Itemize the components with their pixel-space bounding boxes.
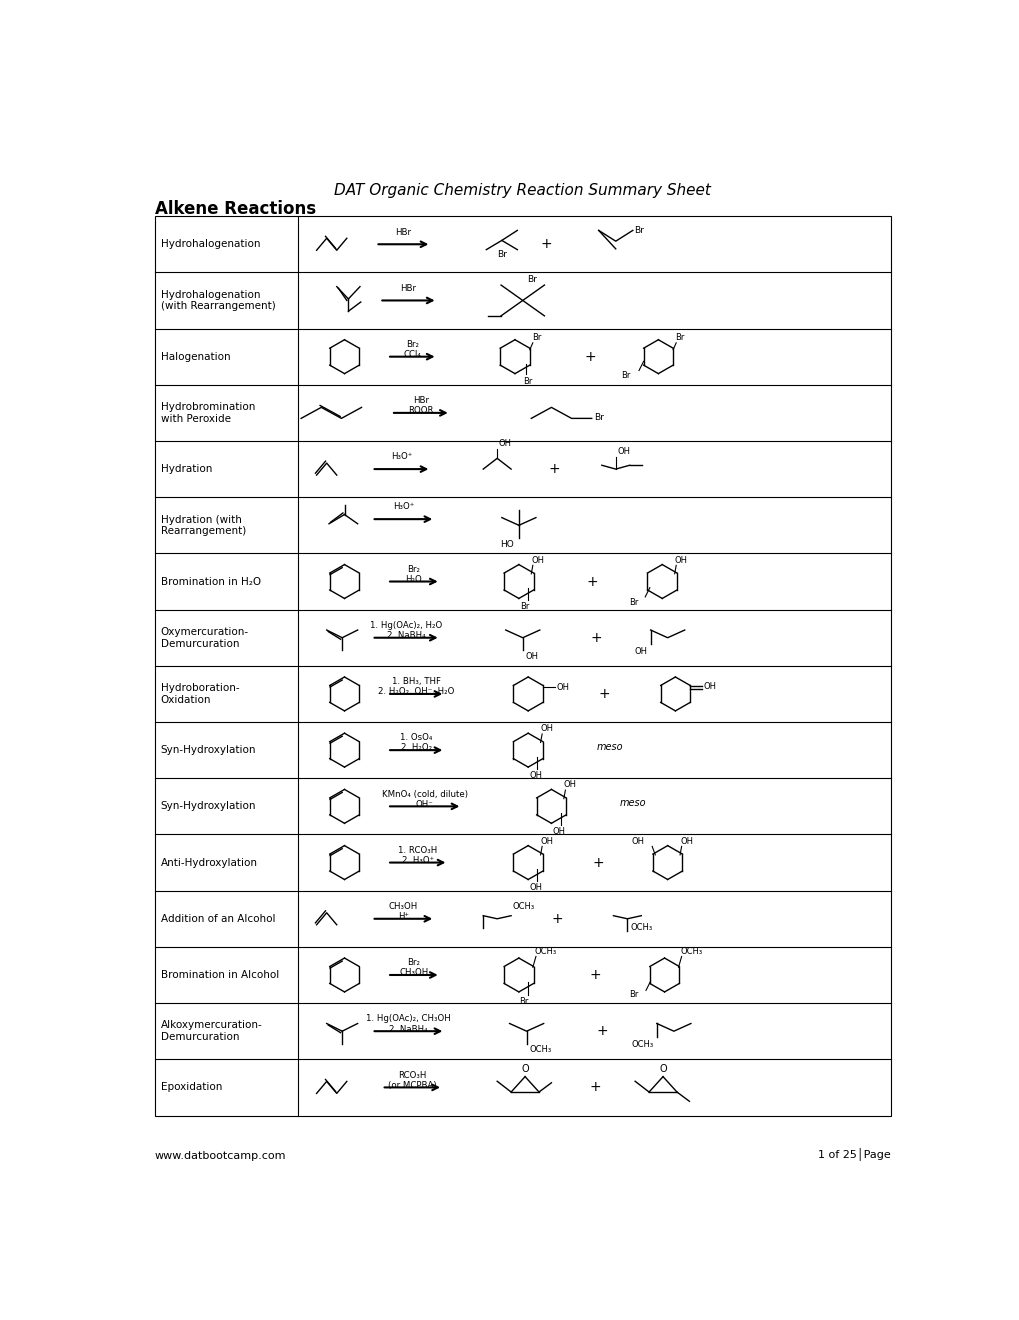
- Text: OCH₃: OCH₃: [680, 946, 701, 956]
- Text: DAT Organic Chemistry Reaction Summary Sheet: DAT Organic Chemistry Reaction Summary S…: [334, 183, 710, 198]
- Text: Syn-Hydroxylation: Syn-Hydroxylation: [161, 746, 256, 755]
- Text: ROOR: ROOR: [408, 407, 433, 416]
- Text: OH: OH: [680, 837, 692, 846]
- Text: Br: Br: [526, 275, 536, 284]
- Text: 2. NaBH₄: 2. NaBH₄: [388, 1024, 427, 1034]
- Text: 1 of 25│Page: 1 of 25│Page: [817, 1148, 890, 1162]
- Text: Bromination in H₂O: Bromination in H₂O: [161, 577, 261, 586]
- Text: +: +: [548, 462, 559, 477]
- Text: HBr: HBr: [395, 227, 411, 236]
- Text: H₃O⁺: H₃O⁺: [390, 453, 412, 462]
- Text: +: +: [584, 350, 595, 364]
- Text: OH: OH: [552, 828, 566, 836]
- Text: www.datbootcamp.com: www.datbootcamp.com: [155, 1151, 286, 1162]
- Text: Br₂: Br₂: [407, 958, 420, 968]
- Text: CH₃OH: CH₃OH: [398, 969, 428, 977]
- Text: HBr: HBr: [413, 396, 428, 405]
- Text: OH: OH: [526, 652, 538, 660]
- Text: OH: OH: [634, 647, 647, 656]
- Text: meso: meso: [596, 742, 623, 752]
- Text: OH: OH: [498, 440, 512, 449]
- Text: +: +: [540, 238, 551, 251]
- Text: 2. H₂O₂: 2. H₂O₂: [400, 743, 431, 752]
- Text: 2. H₂O₂, OH⁻, H₂O: 2. H₂O₂, OH⁻, H₂O: [378, 688, 453, 696]
- Text: +: +: [596, 1024, 607, 1039]
- Text: Br: Br: [519, 998, 528, 1006]
- Text: Br₂: Br₂: [406, 341, 419, 348]
- Text: Alkene Reactions: Alkene Reactions: [155, 201, 316, 218]
- Text: Addition of an Alcohol: Addition of an Alcohol: [161, 913, 275, 924]
- Text: O: O: [521, 1064, 529, 1074]
- Text: OH: OH: [529, 883, 542, 892]
- Text: Br: Br: [520, 602, 529, 611]
- Text: Br: Br: [593, 413, 603, 422]
- Text: OCH₃: OCH₃: [513, 902, 534, 911]
- Text: H₃O⁺: H₃O⁺: [392, 503, 414, 511]
- Text: 1. Hg(OAc)₂, H₂O: 1. Hg(OAc)₂, H₂O: [370, 620, 442, 630]
- Text: +: +: [586, 574, 598, 589]
- Text: Br: Br: [496, 251, 506, 260]
- Text: Bromination in Alcohol: Bromination in Alcohol: [161, 970, 279, 979]
- Text: 2. NaBH₄: 2. NaBH₄: [386, 631, 425, 640]
- Text: Br: Br: [532, 333, 541, 342]
- Text: 2. H₃O⁺: 2. H₃O⁺: [401, 855, 433, 865]
- Text: OH: OH: [703, 681, 715, 690]
- Text: meso: meso: [619, 799, 646, 808]
- Text: (or MCPBA): (or MCPBA): [387, 1081, 436, 1090]
- Text: Hydration (with
Rearrangement): Hydration (with Rearrangement): [161, 515, 246, 536]
- Text: OCH₃: OCH₃: [631, 1040, 653, 1049]
- Text: Br₂: Br₂: [407, 565, 420, 574]
- Text: +: +: [588, 968, 600, 982]
- Text: CCl₄: CCl₄: [403, 350, 421, 359]
- Text: Epoxidation: Epoxidation: [161, 1082, 222, 1093]
- Text: Hydration: Hydration: [161, 465, 212, 474]
- Text: RCO₃H: RCO₃H: [397, 1071, 426, 1080]
- Text: +: +: [588, 1080, 600, 1094]
- Text: OH: OH: [564, 780, 577, 789]
- Text: OCH₃: OCH₃: [529, 1045, 551, 1055]
- Text: H₂O: H₂O: [406, 574, 422, 583]
- Text: Anti-Hydroxylation: Anti-Hydroxylation: [161, 858, 258, 867]
- Text: 1. BH₃, THF: 1. BH₃, THF: [391, 677, 440, 686]
- Text: OH: OH: [555, 682, 569, 692]
- Text: Halogenation: Halogenation: [161, 351, 230, 362]
- Text: Br: Br: [634, 226, 644, 235]
- Text: Br: Br: [621, 371, 630, 380]
- Text: HO: HO: [500, 540, 514, 549]
- Text: OH: OH: [540, 837, 553, 846]
- Text: H⁺: H⁺: [397, 912, 409, 921]
- Text: Oxymercuration-
Demurcuration: Oxymercuration- Demurcuration: [161, 627, 249, 648]
- Text: OH: OH: [540, 725, 553, 733]
- Text: OCH₃: OCH₃: [534, 946, 556, 956]
- Bar: [155, 216, 890, 1115]
- Text: Br: Br: [629, 598, 638, 607]
- Text: Br: Br: [523, 376, 532, 385]
- Text: OCH₃: OCH₃: [630, 923, 652, 932]
- Text: Hydroboration-
Oxidation: Hydroboration- Oxidation: [161, 684, 239, 705]
- Text: +: +: [590, 631, 601, 644]
- Text: OH: OH: [674, 556, 687, 565]
- Text: 1. Hg(OAc)₂, CH₃OH: 1. Hg(OAc)₂, CH₃OH: [366, 1015, 450, 1023]
- Text: 1. OsO₄: 1. OsO₄: [399, 734, 432, 742]
- Text: OH: OH: [529, 771, 542, 780]
- Text: Hydrohalogenation: Hydrohalogenation: [161, 239, 260, 249]
- Text: +: +: [551, 912, 562, 925]
- Text: O: O: [658, 1064, 666, 1074]
- Text: OH⁻: OH⁻: [416, 800, 433, 809]
- Text: +: +: [598, 686, 609, 701]
- Text: OH: OH: [531, 556, 544, 565]
- Text: Syn-Hydroxylation: Syn-Hydroxylation: [161, 801, 256, 812]
- Text: OH: OH: [616, 447, 630, 455]
- Text: HBr: HBr: [400, 284, 416, 293]
- Text: Hydrohalogenation
(with Rearrangement): Hydrohalogenation (with Rearrangement): [161, 289, 275, 312]
- Text: KMnO₄ (cold, dilute): KMnO₄ (cold, dilute): [381, 789, 468, 799]
- Text: OH: OH: [631, 837, 644, 846]
- Text: Hydrobromination
with Peroxide: Hydrobromination with Peroxide: [161, 403, 255, 424]
- Text: 1. RCO₃H: 1. RCO₃H: [397, 846, 437, 855]
- Text: Br: Br: [675, 333, 684, 342]
- Text: Alkoxymercuration-
Demurcuration: Alkoxymercuration- Demurcuration: [161, 1020, 262, 1041]
- Text: CH₃OH: CH₃OH: [388, 902, 418, 911]
- Text: +: +: [592, 855, 603, 870]
- Text: Br: Br: [629, 990, 638, 999]
